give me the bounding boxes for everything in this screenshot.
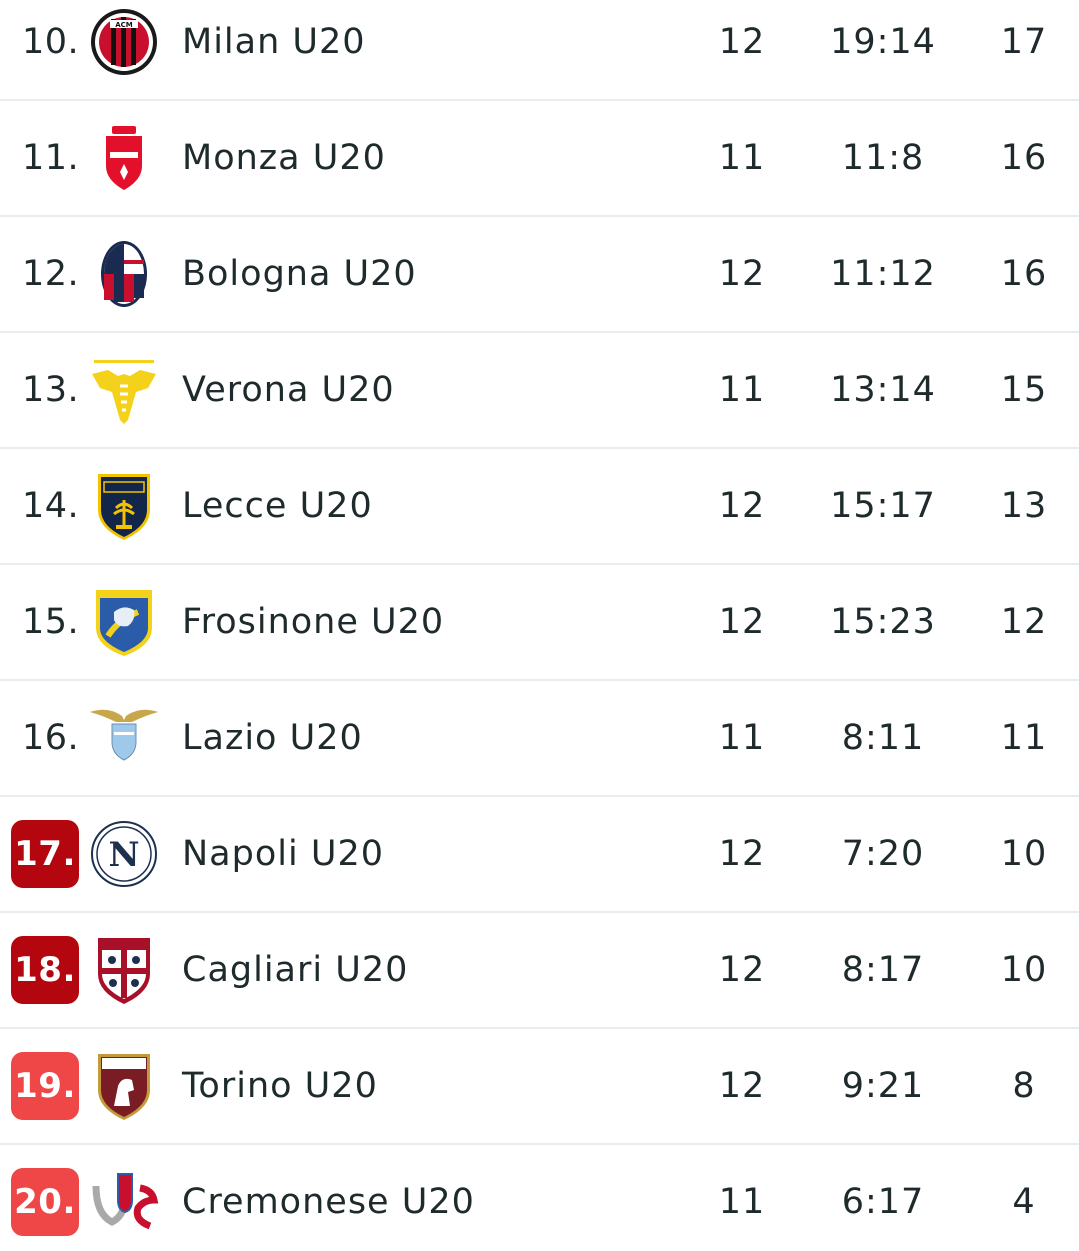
points: 10 bbox=[1000, 950, 1048, 990]
team-name: Cremonese U20 bbox=[182, 1182, 475, 1222]
goal-difference: 11:8 bbox=[841, 138, 925, 178]
points: 15 bbox=[1000, 370, 1048, 410]
matches-played: 11 bbox=[718, 718, 766, 758]
matches-played: 12 bbox=[718, 254, 766, 294]
matches-played: 12 bbox=[718, 602, 766, 642]
team-name: Verona U20 bbox=[182, 370, 395, 410]
verona-crest-icon bbox=[92, 360, 156, 424]
matches-played: 11 bbox=[718, 138, 766, 178]
points: 16 bbox=[1000, 138, 1048, 178]
rank-label: 16. bbox=[22, 718, 80, 758]
rank-label: 13. bbox=[22, 370, 80, 410]
team-name: Milan U20 bbox=[182, 22, 366, 62]
team-name: Lazio U20 bbox=[182, 718, 363, 758]
table-row[interactable]: 16. Lazio U20 11 8:11 11 bbox=[0, 681, 1079, 797]
team-name: Torino U20 bbox=[182, 1066, 378, 1106]
table-row[interactable]: 10. ACM Milan U20 12 19:14 17 bbox=[0, 0, 1079, 101]
points: 17 bbox=[1000, 22, 1048, 62]
svg-text:ACM: ACM bbox=[115, 21, 133, 29]
goal-difference: 19:14 bbox=[830, 22, 936, 62]
points: 10 bbox=[1000, 834, 1048, 874]
table-row[interactable]: 12. Bologna U20 12 11:12 16 bbox=[0, 217, 1079, 333]
cremonese-crest-icon bbox=[92, 1173, 159, 1230]
table-row[interactable]: 11. Monza U20 11 11:8 16 bbox=[0, 101, 1079, 217]
team-name: Monza U20 bbox=[182, 138, 386, 178]
table-row[interactable]: 20. Cremonese U20 11 6:17 4 bbox=[0, 1145, 1079, 1251]
rank-label: 14. bbox=[22, 486, 80, 526]
relegation-rank-badge: 17. bbox=[11, 820, 79, 888]
points: 8 bbox=[1012, 1066, 1036, 1106]
relegation-rank-badge: 20. bbox=[11, 1168, 79, 1236]
rank-label: 12. bbox=[22, 254, 80, 294]
table-row[interactable]: 19. Torino U20 12 9:21 8 bbox=[0, 1029, 1079, 1145]
goal-difference: 8:17 bbox=[841, 950, 925, 990]
milan-crest-icon: ACM bbox=[91, 9, 157, 75]
points: 12 bbox=[1000, 602, 1048, 642]
goal-difference: 7:20 bbox=[841, 834, 925, 874]
goal-difference: 13:14 bbox=[830, 370, 936, 410]
points: 11 bbox=[1000, 718, 1048, 758]
points: 16 bbox=[1000, 254, 1048, 294]
matches-played: 12 bbox=[718, 22, 766, 62]
goal-difference: 15:17 bbox=[830, 486, 936, 526]
points: 4 bbox=[1012, 1182, 1036, 1222]
matches-played: 12 bbox=[718, 950, 766, 990]
table-row[interactable]: 14. Lecce U20 12 15:17 13 bbox=[0, 449, 1079, 565]
goal-difference: 11:12 bbox=[830, 254, 936, 294]
rank-label: 15. bbox=[22, 602, 80, 642]
lecce-crest-icon bbox=[98, 474, 150, 540]
matches-played: 12 bbox=[718, 834, 766, 874]
rank-label: 11. bbox=[22, 138, 80, 178]
cagliari-crest-icon bbox=[98, 938, 150, 1004]
frosinone-crest-icon bbox=[96, 590, 152, 656]
napoli-crest-icon: N bbox=[91, 821, 157, 887]
monza-crest-icon bbox=[106, 126, 142, 190]
team-name: Frosinone U20 bbox=[182, 602, 445, 642]
table-row[interactable]: 18. Cagliari U20 12 8:17 10 bbox=[0, 913, 1079, 1029]
matches-played: 12 bbox=[718, 486, 766, 526]
team-name: Bologna U20 bbox=[182, 254, 417, 294]
goal-difference: 6:17 bbox=[841, 1182, 925, 1222]
svg-text:N: N bbox=[108, 835, 139, 875]
table-row[interactable]: 13. Verona U20 11 13:14 15 bbox=[0, 333, 1079, 449]
bologna-crest-icon bbox=[101, 241, 147, 307]
torino-crest-icon bbox=[98, 1054, 150, 1120]
table-row[interactable]: 17. N Napoli U20 12 7:20 10 bbox=[0, 797, 1079, 913]
team-name: Lecce U20 bbox=[182, 486, 373, 526]
team-name: Napoli U20 bbox=[182, 834, 384, 874]
goal-difference: 15:23 bbox=[830, 602, 936, 642]
team-name: Cagliari U20 bbox=[182, 950, 409, 990]
rank-label: 10. bbox=[22, 22, 80, 62]
lazio-crest-icon bbox=[90, 709, 158, 761]
matches-played: 11 bbox=[718, 370, 766, 410]
table-row[interactable]: 15. Frosinone U20 12 15:23 12 bbox=[0, 565, 1079, 681]
relegation-rank-badge: 19. bbox=[11, 1052, 79, 1120]
goal-difference: 9:21 bbox=[841, 1066, 925, 1106]
relegation-rank-badge: 18. bbox=[11, 936, 79, 1004]
goal-difference: 8:11 bbox=[841, 718, 925, 758]
points: 13 bbox=[1000, 486, 1048, 526]
matches-played: 12 bbox=[718, 1066, 766, 1106]
matches-played: 11 bbox=[718, 1182, 766, 1222]
